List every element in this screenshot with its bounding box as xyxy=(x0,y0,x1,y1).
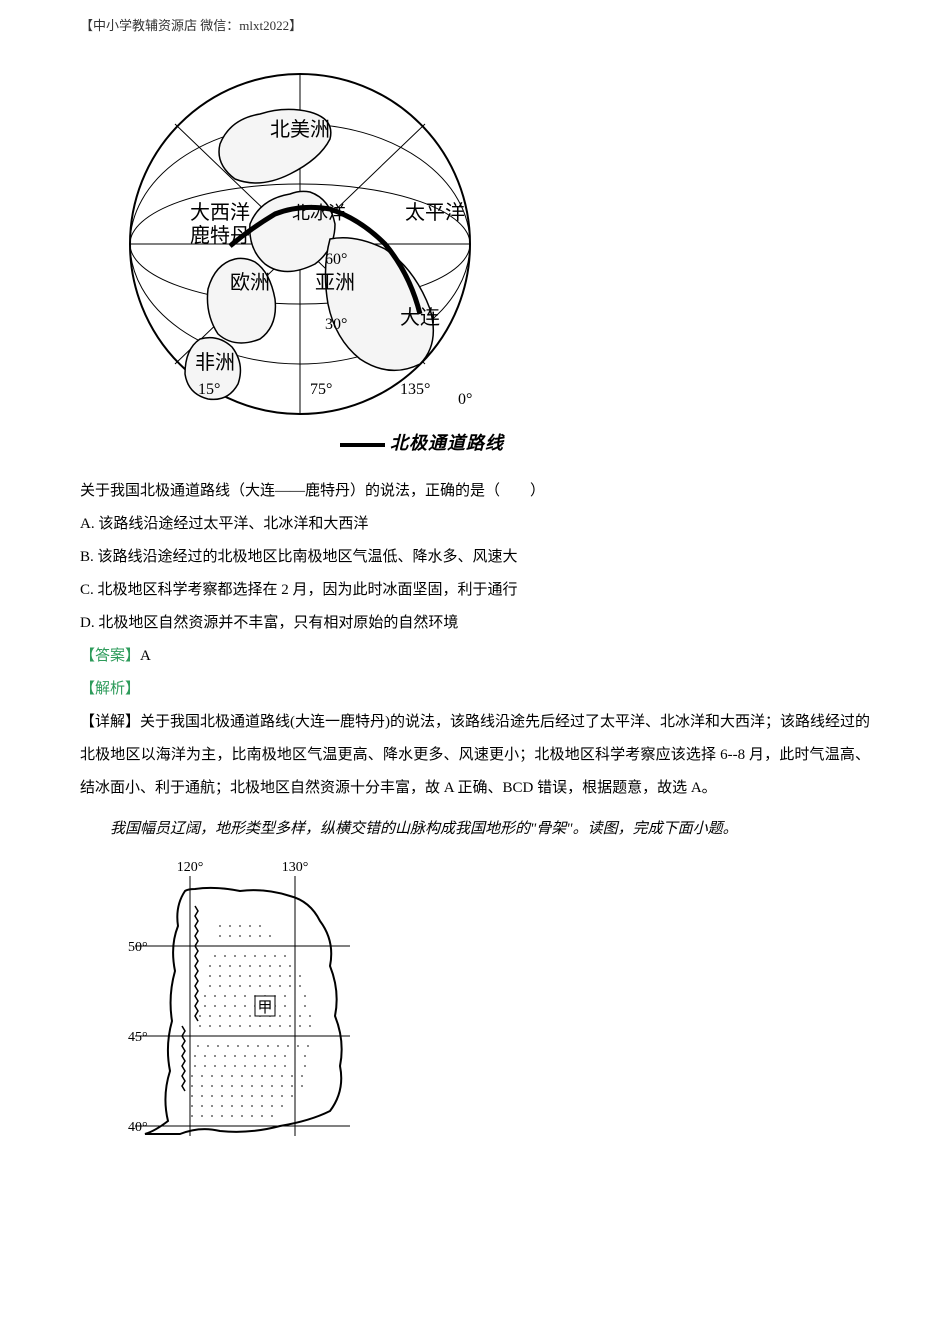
label-rotterdam: 鹿特丹 xyxy=(190,224,250,247)
label-africa: 非洲 xyxy=(195,351,235,374)
china-northeast-map: 甲 120° 130° 50° 45° 40° xyxy=(120,856,870,1161)
label-jia: 甲 xyxy=(257,1000,272,1016)
option-d: D. 北极地区自然资源并不丰富，只有相对原始的自然环境 xyxy=(80,607,870,640)
label-lon15: 15° xyxy=(198,381,220,398)
label-europe: 欧洲 xyxy=(230,271,270,294)
label-atlantic: 大西洋 xyxy=(190,201,250,224)
label-lat50: 50° xyxy=(128,940,148,955)
label-asia: 亚洲 xyxy=(315,272,355,294)
explain-label: 【解析】 xyxy=(80,673,870,706)
label-lat30: 30° xyxy=(325,316,347,333)
option-c: C. 北极地区科学考察都选择在 2 月，因为此时冰面坚固，利于通行 xyxy=(80,574,870,607)
figure-caption: 北极通道路线 xyxy=(340,429,870,455)
question-stem: 关于我国北极通道路线（大连——鹿特丹）的说法，正确的是（ ） xyxy=(80,475,870,508)
label-lon135: 135° xyxy=(400,381,430,398)
answer-line: 【答案】A xyxy=(80,640,870,673)
label-lat60: 60° xyxy=(325,251,347,268)
figure-caption-text: 北极通道路线 xyxy=(390,433,504,453)
arctic-map-svg: 北美洲 大西洋 鹿特丹 欧洲 非洲 北冰洋 亚洲 太平洋 大连 15° 75° … xyxy=(100,64,500,424)
page-watermark: 【中小学教辅资源店 微信：mlxt2022】 xyxy=(80,15,870,34)
label-pacific: 太平洋 xyxy=(405,201,465,224)
label-arctic-ocean: 北冰洋 xyxy=(292,203,346,223)
passage-text: 我国幅员辽阔，地形类型多样，纵横交错的山脉构成我国地形的"骨架"。读图，完成下面… xyxy=(80,813,870,846)
arctic-route-figure: 北美洲 大西洋 鹿特丹 欧洲 非洲 北冰洋 亚洲 太平洋 大连 15° 75° … xyxy=(100,64,870,455)
label-lon130: 130° xyxy=(282,860,309,875)
option-b: B. 该路线沿途经过的北极地区比南极地区气温低、降水多、风速大 xyxy=(80,541,870,574)
label-lon75: 75° xyxy=(310,381,332,398)
explain-detail: 【详解】关于我国北极通道路线(大连一鹿特丹)的说法，该路线沿途先后经过了太平洋、… xyxy=(80,706,870,805)
legend-line-icon xyxy=(340,443,385,447)
label-dalian: 大连 xyxy=(400,306,440,329)
label-north-america: 北美洲 xyxy=(270,118,330,141)
option-a: A. 该路线沿途经过太平洋、北冰洋和大西洋 xyxy=(80,508,870,541)
label-lon120: 120° xyxy=(177,860,204,875)
answer-label: 【答案】 xyxy=(80,648,140,664)
answer-value: A xyxy=(140,648,151,664)
label-lat45: 45° xyxy=(128,1030,148,1045)
label-lat40: 40° xyxy=(128,1120,148,1135)
label-lat0: 0° xyxy=(458,391,472,408)
northeast-map-svg: 甲 120° 130° 50° 45° 40° xyxy=(120,856,370,1156)
